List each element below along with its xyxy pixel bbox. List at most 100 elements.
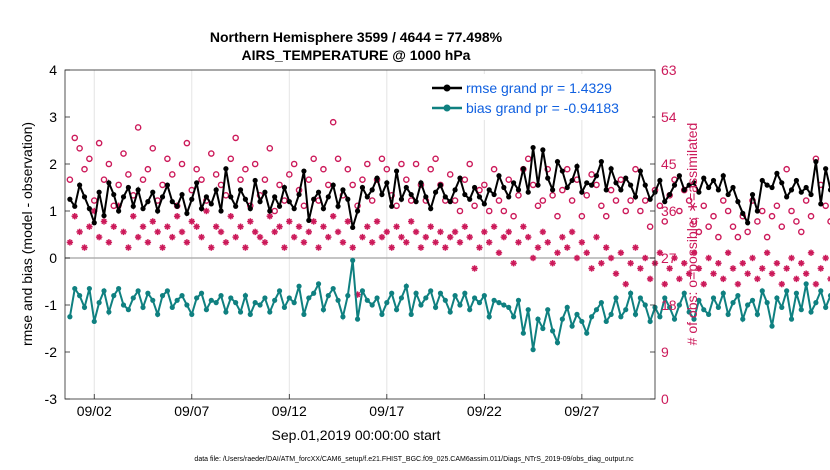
- rmse-point: [203, 194, 210, 200]
- asterisk-stroke: [237, 223, 244, 230]
- bias-point: [628, 290, 634, 296]
- bias-point: [315, 281, 322, 287]
- obs-assimilated-point: [407, 218, 415, 225]
- obs-assimilated-point: [178, 228, 186, 236]
- bias-point: [525, 307, 531, 313]
- rmse-point: [86, 206, 92, 212]
- bias-point: [759, 288, 765, 294]
- bias-point: [418, 302, 424, 308]
- bias-point: [325, 293, 331, 299]
- obs-assimilated-point: [734, 280, 742, 288]
- rmse-point: [657, 177, 663, 184]
- bias-point: [530, 347, 536, 353]
- obs-possible-point: [602, 212, 610, 220]
- asterisk-stroke: [379, 234, 385, 240]
- obs-assimilated-point: [588, 265, 595, 272]
- obs-assimilated-point: [456, 239, 464, 246]
- legend-bias-marker: [443, 104, 451, 112]
- asterisk-stroke: [257, 234, 263, 240]
- obs-possible-point: [237, 176, 244, 183]
- bias-point: [398, 295, 405, 301]
- bias-point: [120, 302, 127, 308]
- bias-point: [233, 300, 239, 306]
- bias-point: [769, 323, 775, 329]
- bias-point: [515, 297, 522, 303]
- obs-assimilated-point: [242, 244, 249, 251]
- asterisk-stroke: [359, 234, 366, 240]
- bias-point: [174, 297, 180, 303]
- rmse-point: [823, 166, 829, 172]
- asterisk-stroke: [423, 234, 429, 240]
- asterisk-stroke: [661, 281, 668, 287]
- obs-assimilated-point: [807, 249, 815, 256]
- asterisk-stroke: [725, 250, 731, 256]
- rmse-point: [252, 177, 258, 184]
- asterisk-stroke: [647, 276, 653, 282]
- obs-assimilated-point: [364, 223, 371, 230]
- chart-title-line-2: AIRS_TEMPERATURE @ 1000 hPa: [242, 47, 471, 63]
- rmse-point: [725, 191, 731, 198]
- bias-point: [618, 314, 624, 320]
- obs-possible-point: [490, 165, 498, 173]
- rmse-point: [67, 196, 73, 202]
- bias-point: [476, 300, 483, 306]
- rmse-point: [350, 224, 356, 231]
- bias-point: [467, 307, 473, 313]
- asterisk-stroke: [164, 223, 171, 230]
- rmse-point: [559, 168, 565, 174]
- obs-possible-point: [690, 218, 698, 225]
- obs-assimilated-point: [486, 239, 493, 246]
- left-y-axis: -3 -2 -1 0 1 2 3 4: [45, 62, 70, 407]
- obs-possible-point: [344, 165, 352, 173]
- obs-possible-point: [383, 165, 391, 173]
- bias-point: [179, 293, 185, 299]
- asterisk-stroke: [301, 239, 307, 246]
- obs-possible-point: [364, 160, 371, 168]
- asterisk-stroke: [198, 234, 205, 240]
- obs-possible-point: [149, 145, 157, 152]
- obs-possible-point: [744, 228, 751, 236]
- obs-assimilated-point: [217, 228, 225, 236]
- rmse-point: [471, 184, 478, 191]
- x-tick-label: 09/07: [174, 403, 209, 419]
- rmse-point: [320, 206, 327, 212]
- obs-possible-point: [788, 207, 795, 215]
- asterisk-stroke: [120, 229, 127, 235]
- bias-point: [462, 290, 468, 296]
- asterisk-stroke: [447, 234, 453, 240]
- rmse-point: [745, 220, 751, 226]
- obs-possible-point: [783, 165, 790, 173]
- asterisk-stroke: [184, 239, 190, 246]
- asterisk-stroke: [574, 255, 580, 261]
- asterisk-stroke: [96, 234, 102, 240]
- rmse-point: [262, 189, 268, 195]
- bias-point: [701, 307, 707, 313]
- asterisk-stroke: [793, 276, 800, 282]
- asterisk-stroke: [544, 239, 551, 246]
- obs-assimilated-point: [227, 213, 234, 220]
- rmse-point: [423, 194, 429, 200]
- bias-point: [510, 314, 517, 320]
- bias-point: [823, 304, 829, 310]
- obs-possible-point: [705, 223, 712, 230]
- rmse-point: [467, 196, 473, 202]
- bias-point: [77, 293, 83, 299]
- bias-point: [335, 297, 341, 303]
- obs-possible-point: [378, 155, 386, 163]
- obs-possible-point: [500, 207, 508, 215]
- bias-point: [301, 311, 307, 317]
- obs-possible-point: [754, 218, 761, 225]
- x-tick-label: 09/17: [369, 403, 404, 419]
- rmse-point: [506, 194, 512, 200]
- obs-possible-point: [822, 202, 829, 210]
- obs-assimilated-point: [500, 233, 508, 241]
- asterisk-stroke: [608, 255, 614, 261]
- asterisk-stroke: [71, 213, 78, 219]
- rmse-point: [735, 199, 741, 205]
- obs-assimilated-point: [778, 280, 785, 288]
- obs-possible-point: [700, 202, 708, 210]
- rmse-point: [442, 194, 448, 200]
- obs-possible-point: [164, 155, 171, 163]
- right-y-tick-label: 18: [661, 297, 677, 313]
- asterisk-stroke: [135, 234, 141, 240]
